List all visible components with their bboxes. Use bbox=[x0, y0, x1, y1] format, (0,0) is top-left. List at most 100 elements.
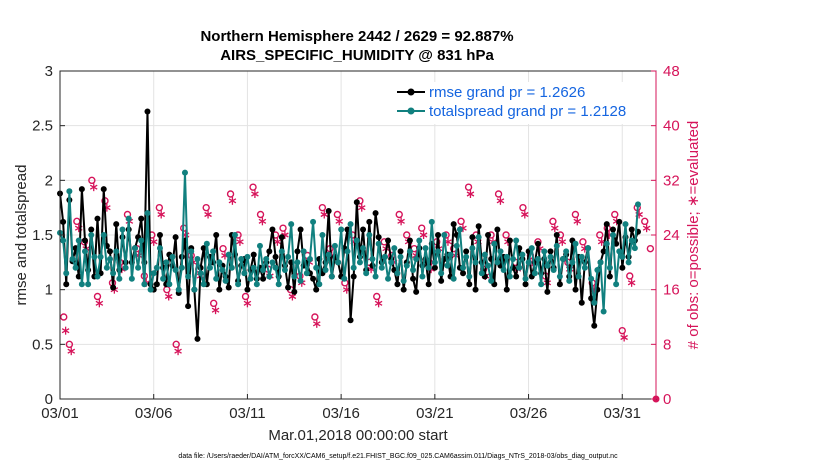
rmse-point bbox=[460, 270, 467, 277]
rmse-point bbox=[578, 299, 585, 306]
rmse-point bbox=[544, 288, 551, 295]
possible-obs-marker bbox=[226, 190, 235, 198]
totalspread-point bbox=[81, 248, 88, 255]
totalspread-point bbox=[378, 264, 385, 271]
legend-rmse-marker bbox=[407, 88, 415, 96]
x-axis-label: Mar.01,2018 00:00:00 start bbox=[268, 427, 448, 444]
rmse-point bbox=[435, 232, 442, 238]
rmse-point bbox=[553, 232, 560, 238]
totalspread-point bbox=[122, 264, 129, 271]
rmse-point bbox=[494, 226, 501, 233]
totalspread-point bbox=[578, 253, 585, 260]
rmse-point bbox=[216, 286, 223, 293]
y-tick-label-right: 40 bbox=[663, 118, 680, 135]
rmse-point bbox=[225, 284, 232, 291]
totalspread-point bbox=[410, 266, 417, 273]
possible-obs-marker bbox=[60, 313, 68, 321]
rmse-point bbox=[144, 108, 151, 115]
rmse-point bbox=[431, 264, 438, 271]
x-tick-label: 03/31 bbox=[603, 405, 641, 422]
evaluated-obs-marker bbox=[157, 210, 166, 219]
totalspread-point bbox=[634, 201, 641, 208]
totalspread-point bbox=[238, 256, 245, 263]
totalspread-point bbox=[560, 256, 567, 263]
totalspread-point bbox=[463, 253, 470, 260]
totalspread-point bbox=[475, 234, 482, 241]
y-tick-label-right: 48 bbox=[663, 63, 680, 80]
chart-title-line1: Northern Hemisphere 2442 / 2629 = 92.887… bbox=[200, 28, 513, 45]
possible-obs-marker bbox=[318, 203, 327, 212]
possible-obs-marker bbox=[311, 313, 319, 321]
totalspread-point bbox=[175, 286, 182, 293]
evaluated-obs-marker bbox=[496, 196, 505, 205]
y-tick-label-left: 3 bbox=[45, 63, 53, 80]
totalspread-point bbox=[541, 248, 548, 255]
y-tick-label-right: 16 bbox=[663, 282, 680, 299]
totalspread-point bbox=[419, 273, 426, 280]
y-tick-label-left: 2.5 bbox=[32, 118, 53, 135]
ticks: 03/01 03/06 03/11 03/16 03/21 03/26 03/31 0 0.5 1… bbox=[32, 63, 680, 422]
totalspread-point bbox=[363, 270, 370, 277]
y-tick-label-left: 1 bbox=[45, 282, 53, 299]
totalspread-point bbox=[385, 275, 392, 282]
totalspread-point bbox=[263, 256, 270, 263]
totalspread-point bbox=[194, 256, 201, 263]
chart-title-line2: AIRS_SPECIFIC_HUMIDITY @ 831 hPa bbox=[220, 47, 494, 64]
totalspread-point bbox=[456, 226, 463, 233]
rmse-point bbox=[513, 273, 520, 280]
evaluated-obs-marker bbox=[251, 190, 259, 198]
rmse-point bbox=[450, 221, 457, 228]
totalspread-point bbox=[60, 237, 67, 244]
evaluated-obs-marker bbox=[95, 299, 104, 308]
totalspread-point bbox=[322, 266, 329, 273]
totalspread-point bbox=[266, 273, 273, 280]
legend-box bbox=[390, 82, 652, 124]
rmse-point bbox=[138, 215, 145, 222]
totalspread-point bbox=[547, 253, 554, 260]
possible-obs-marker bbox=[241, 292, 250, 301]
totalspread-point bbox=[185, 273, 192, 280]
y-tick-label-left: 0 bbox=[45, 391, 53, 408]
x-tick-label: 03/21 bbox=[416, 405, 454, 422]
totalspread-point bbox=[478, 270, 485, 277]
totalspread-point bbox=[113, 248, 120, 255]
totalspread-point bbox=[306, 256, 313, 263]
possible-obs-marker bbox=[172, 340, 180, 349]
rmse-point bbox=[350, 273, 357, 280]
rmse-point bbox=[269, 226, 276, 233]
totalspread-point bbox=[200, 281, 207, 288]
totalspread-point bbox=[303, 270, 310, 277]
totalspread-point bbox=[563, 248, 570, 255]
rmse-point bbox=[366, 218, 373, 225]
totalspread-point bbox=[247, 275, 254, 282]
possible-obs-marker bbox=[279, 224, 287, 232]
totalspread-point bbox=[350, 264, 357, 271]
totalspread-point bbox=[497, 248, 504, 255]
totalspread-point bbox=[256, 242, 263, 249]
rmse-point bbox=[410, 275, 417, 282]
rmse-point bbox=[606, 273, 613, 280]
totalspread-point bbox=[222, 277, 229, 284]
totalspread-point bbox=[566, 277, 573, 284]
footnote: data file: /Users/raeder/DAI/ATM_forcXX/… bbox=[178, 453, 618, 460]
evaluated-obs-marker bbox=[573, 217, 582, 226]
rmse-point bbox=[213, 232, 220, 238]
rmse-point bbox=[463, 248, 470, 255]
totalspread-point bbox=[310, 218, 317, 225]
rmse-point bbox=[272, 253, 279, 260]
possible-obs-marker bbox=[618, 326, 626, 335]
totalspread-point bbox=[213, 275, 220, 282]
rmse-point bbox=[472, 286, 479, 293]
totalspread-point bbox=[428, 218, 435, 225]
totalspread-point bbox=[135, 264, 142, 271]
totalspread-point bbox=[356, 259, 363, 266]
totalspread-point bbox=[353, 237, 360, 244]
totalspread-point bbox=[78, 281, 85, 288]
possible-obs-marker bbox=[457, 217, 465, 226]
evaluated-obs-marker bbox=[558, 237, 567, 246]
rmse-point bbox=[360, 226, 367, 233]
rmse-point bbox=[375, 234, 382, 241]
totalspread-point bbox=[575, 273, 582, 280]
totalspread-point bbox=[235, 281, 242, 288]
totalspread-point bbox=[503, 253, 510, 260]
